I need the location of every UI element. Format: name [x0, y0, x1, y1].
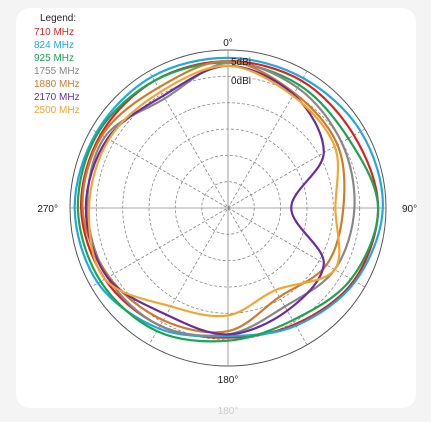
grid-spoke — [148, 70, 308, 346]
legend-item: 2500 MHz — [34, 105, 80, 116]
series-824-mhz — [73, 56, 384, 338]
angle-labels: 5dBi 0dBi 0° 90° 180° 270° 180° — [37, 38, 417, 417]
legend-item: 2170 MHz — [34, 92, 80, 103]
series-group — [73, 56, 384, 343]
grid — [69, 49, 387, 367]
series-925-mhz — [76, 61, 380, 343]
series-1880-mhz — [81, 59, 346, 334]
footer-label: 180° — [218, 406, 239, 417]
angle-label-270: 270° — [37, 204, 58, 215]
radial-label-5dbi: 5dBi — [231, 57, 251, 68]
legend-item: 824 MHz — [34, 40, 74, 51]
series-2500-mhz — [87, 64, 341, 318]
legend-title: Legend: — [40, 13, 76, 24]
legend-item: 1880 MHz — [34, 79, 80, 90]
radial-label-0dbi: 0dBi — [231, 76, 251, 87]
angle-label-0: 0° — [223, 38, 233, 49]
series-710-mhz — [79, 60, 380, 339]
series-2170-mhz — [84, 64, 325, 336]
angle-label-180: 180° — [218, 375, 239, 386]
legend: Legend: 710 MHz 824 MHz 925 MHz 1755 MHz 1880… — [34, 13, 80, 116]
legend-item: 925 MHz — [34, 53, 74, 64]
legend-item: 1755 MHz — [34, 66, 80, 77]
angle-label-90: 90° — [402, 204, 417, 215]
legend-item: 710 MHz — [34, 27, 74, 38]
